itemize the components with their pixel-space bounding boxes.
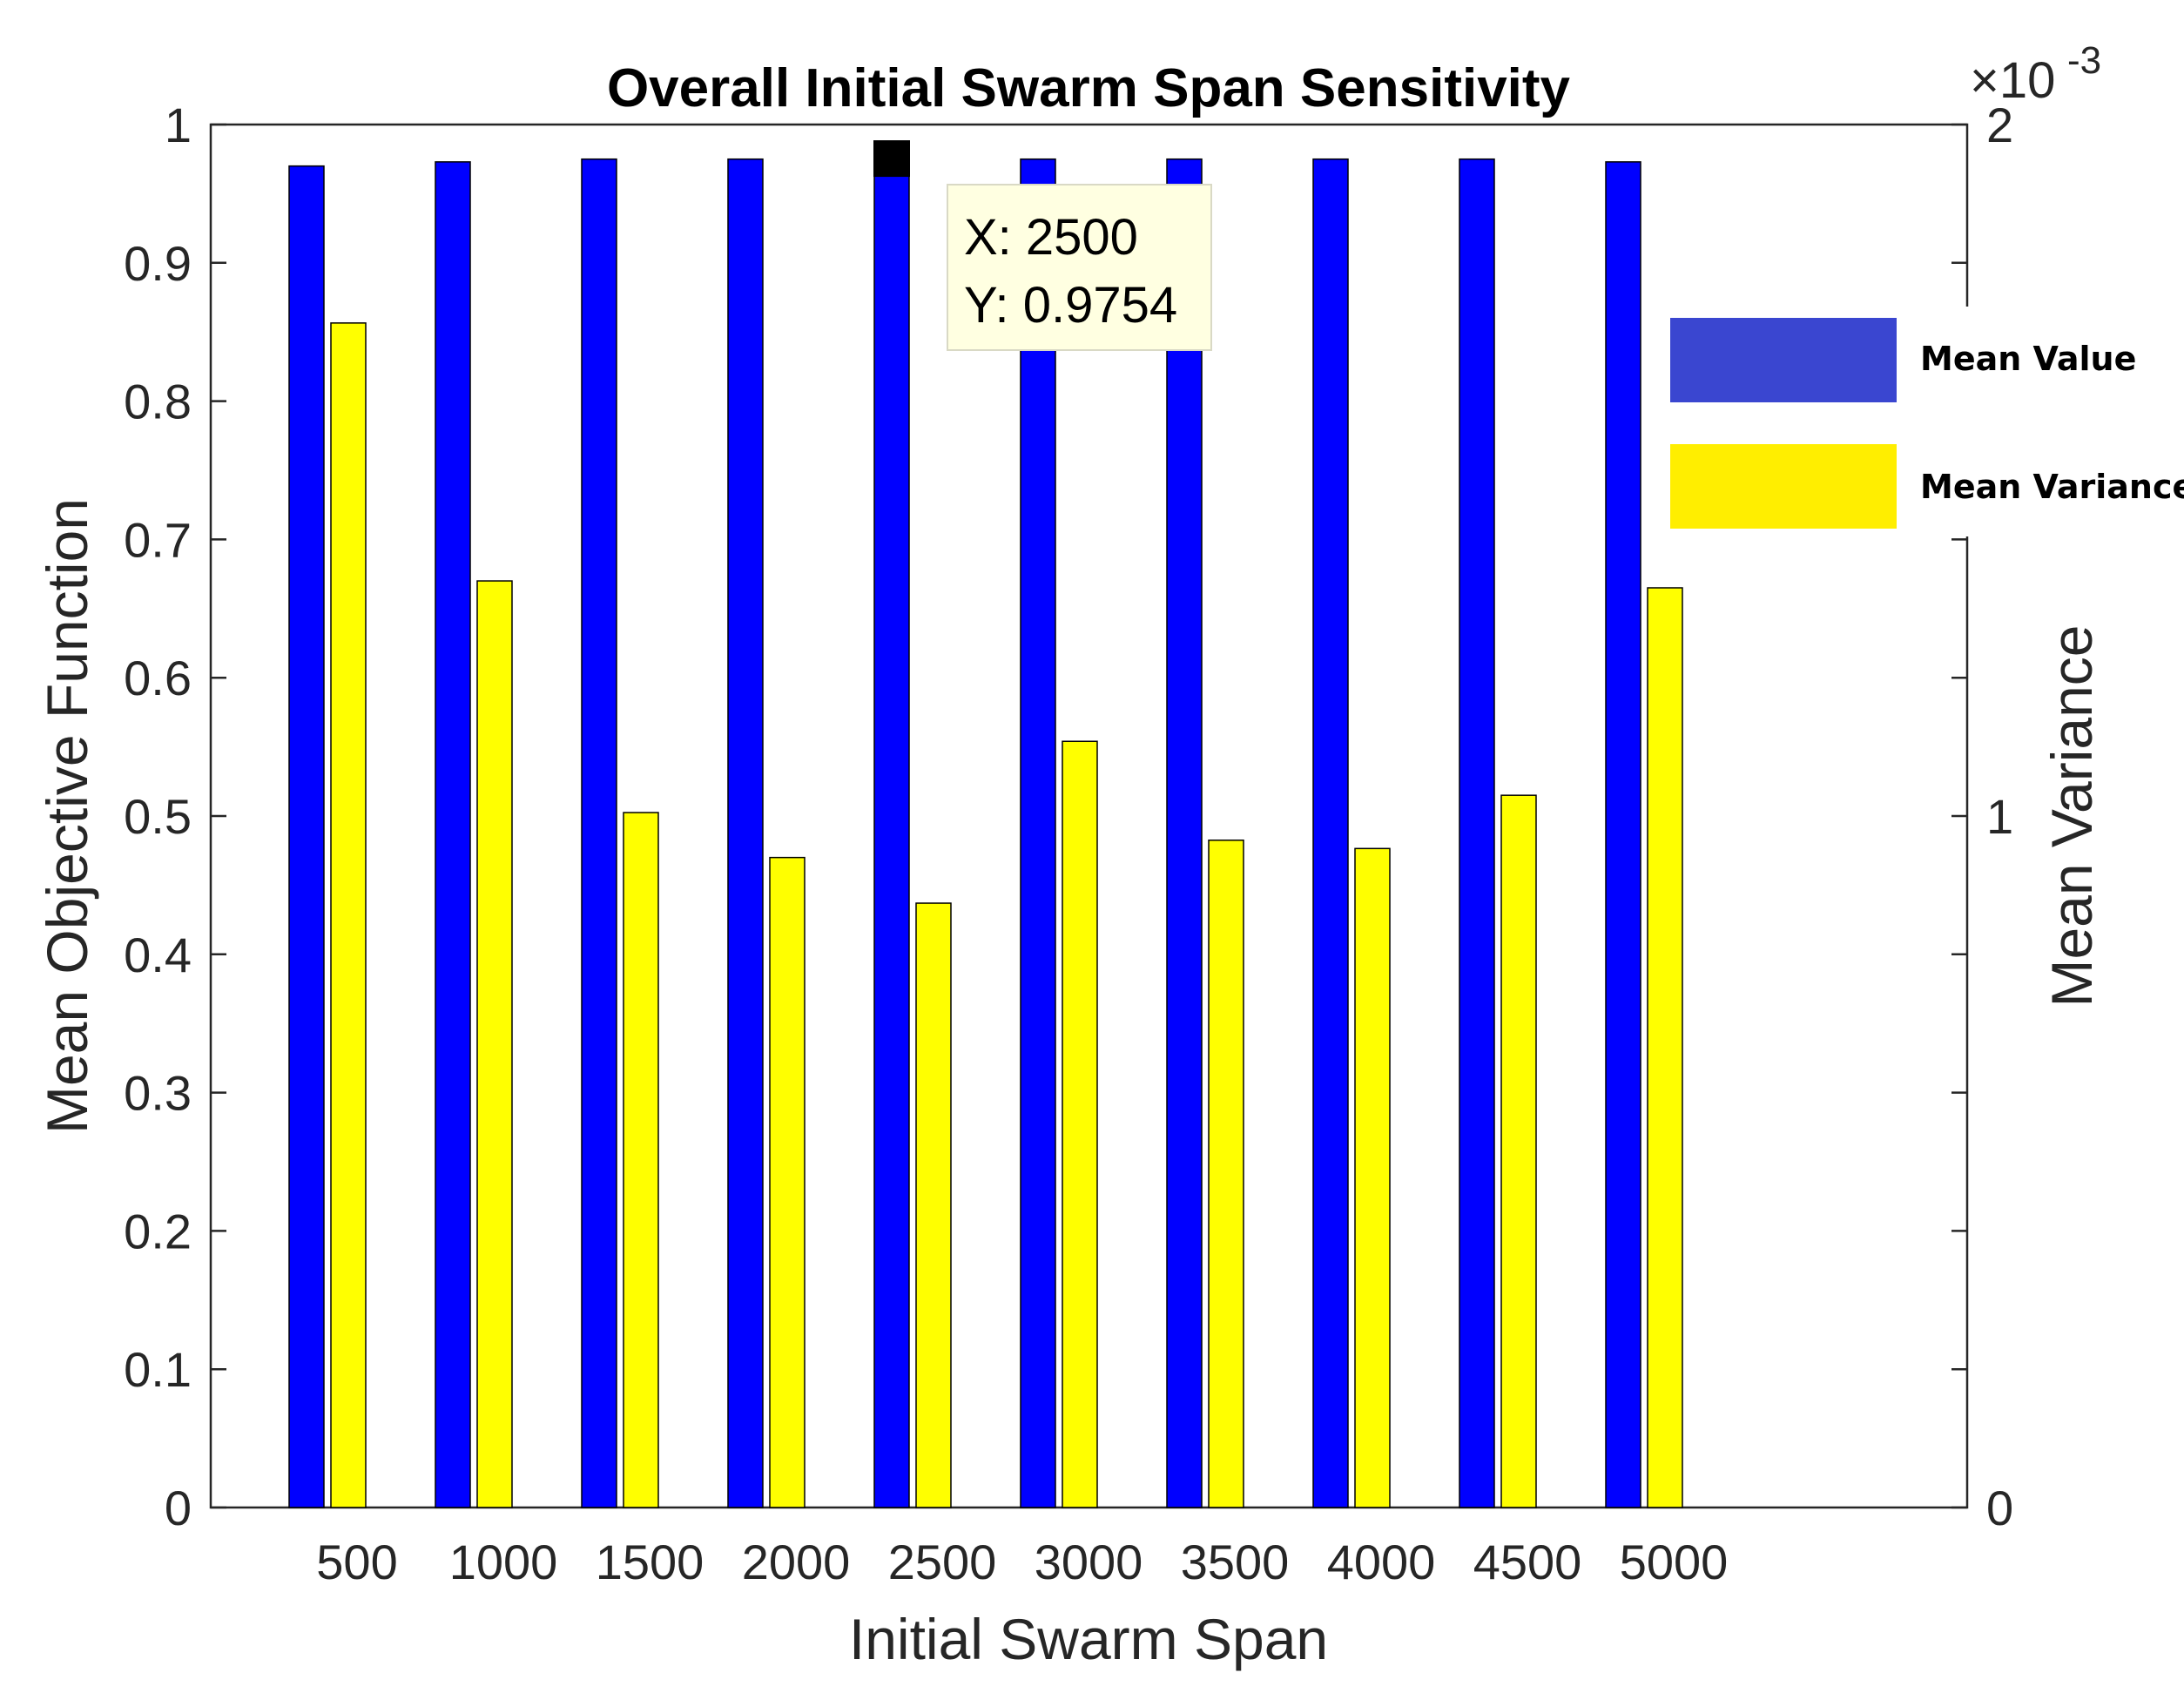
- bar-mean-value: [435, 161, 471, 1508]
- y-tick-label: 0.5: [124, 789, 192, 844]
- bar-mean-value: [1166, 158, 1203, 1508]
- x-tick-label: 1000: [449, 1534, 558, 1589]
- legend-swatch-mean-value: [1670, 318, 1897, 402]
- y-tick-label: 0.2: [124, 1204, 192, 1258]
- bar-mean-value: [1020, 158, 1056, 1508]
- y-tick-label: 0.6: [124, 651, 192, 705]
- datatip-box: [947, 184, 1212, 351]
- y2-exponent-power: -3: [2067, 39, 2101, 82]
- legend-swatch-mean-variance: [1670, 444, 1897, 529]
- chart-title: Overall Initial Swarm Span Sensitivity: [607, 58, 1571, 118]
- bar-mean-variance: [1208, 840, 1244, 1508]
- datatip-marker: [873, 140, 910, 178]
- datatip-x-text: X: 2500: [964, 209, 1138, 266]
- bar-mean-variance: [769, 856, 806, 1508]
- x-tick-label: 3500: [1181, 1534, 1290, 1589]
- x-tick-label: 4000: [1327, 1534, 1436, 1589]
- bar-mean-variance: [1354, 847, 1391, 1508]
- bar-mean-value: [873, 158, 910, 1508]
- y-tick-label: 1: [165, 98, 192, 152]
- y-tick-label: 0.7: [124, 512, 192, 567]
- datatip-y-text: Y: 0.9754: [964, 277, 1177, 334]
- x-tick-label: 4500: [1473, 1534, 1582, 1589]
- datatip: X: 2500 Y: 0.9754: [873, 140, 1212, 351]
- bar-series: [288, 158, 1683, 1508]
- bar-mean-value: [288, 165, 325, 1508]
- x-tick-label: 1500: [596, 1534, 704, 1589]
- x-tick-label: 5000: [1620, 1534, 1729, 1589]
- bar-mean-variance: [623, 812, 659, 1508]
- x-axis-label: Initial Swarm Span: [849, 1607, 1328, 1671]
- y-tick-label: 0.8: [124, 374, 192, 429]
- y2-tick-label: 0: [1986, 1481, 2013, 1535]
- bar-mean-variance: [476, 580, 513, 1508]
- x-tick-label: 2000: [742, 1534, 851, 1589]
- legend: Mean Value Mean Variance: [1659, 307, 2184, 536]
- bar-mean-value: [727, 158, 764, 1508]
- bar-mean-variance: [330, 322, 367, 1508]
- y-tick-label: 0.9: [124, 236, 192, 291]
- right-y-axis: 0 1 2: [1986, 98, 2013, 1535]
- y-axis-label: Mean Objective Function: [35, 498, 99, 1134]
- x-tick-label: 3000: [1035, 1534, 1143, 1589]
- bar-mean-variance: [1500, 794, 1537, 1508]
- bar-mean-value: [581, 158, 617, 1508]
- bar-mean-variance: [915, 902, 952, 1508]
- x-tick-label: 500: [316, 1534, 397, 1589]
- bar-mean-variance: [1062, 740, 1098, 1508]
- bar-mean-variance: [1647, 587, 1683, 1508]
- y2-exponent-label: ×10 -3: [1970, 39, 2101, 109]
- y-tick-label: 0: [165, 1481, 192, 1535]
- y2-tick-label: 1: [1986, 789, 2013, 844]
- left-y-axis: 0 0.1 0.2 0.3 0.4 0.5 0.6 0.7 0.8 0.9 1: [124, 98, 1967, 1535]
- y2-axis-label: Mean Variance: [2039, 624, 2104, 1007]
- y-tick-label: 0.3: [124, 1066, 192, 1121]
- x-tick-label: 2500: [888, 1534, 997, 1589]
- legend-label-mean-value: Mean Value: [1920, 340, 2136, 378]
- y2-exponent-base: ×10: [1970, 52, 2055, 109]
- legend-label-mean-variance: Mean Variance: [1920, 468, 2184, 506]
- y2-tick-label: 2: [1986, 98, 2013, 152]
- y-tick-label: 0.4: [124, 927, 192, 982]
- bar-mean-value: [1459, 158, 1495, 1508]
- bar-mean-value: [1605, 161, 1641, 1508]
- x-axis: 500 1000 1500 2000 2500 3000 3500 4000 4500 5000: [312, 1492, 1729, 1589]
- bar-mean-value: [1312, 158, 1349, 1508]
- y-tick-label: 0.1: [124, 1342, 192, 1397]
